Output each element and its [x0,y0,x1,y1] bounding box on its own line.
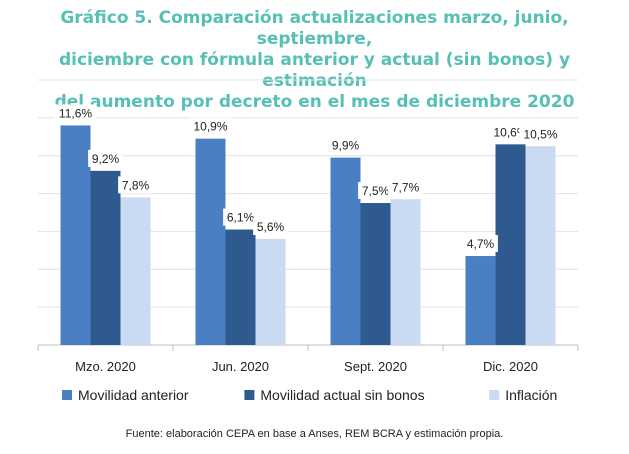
data-label: 9,9% [332,139,360,153]
data-label-bg [223,208,258,226]
legend-label: Inflación [505,387,557,403]
bar [390,199,421,345]
legend-label: Movilidad actual sin bonos [260,387,424,403]
bar [255,239,286,345]
x-tick-label: Jun. 2020 [212,359,269,374]
data-label: 4,7% [467,237,495,251]
data-label-bg [253,218,288,235]
x-tick-label: Dic. 2020 [483,359,538,374]
x-tick-label: Sept. 2020 [344,359,407,374]
legend-swatch [489,390,500,400]
source-note: Fuente: elaboración CEPA en base a Anses… [125,428,504,440]
data-label-bg [358,182,393,200]
data-label-bg [328,136,363,154]
bar [525,146,556,345]
chart-title-line: diciembre con fórmula anterior y actual … [58,50,571,91]
chart-title-line: Gráfico 5. Comparación actualizaciones m… [60,8,569,49]
data-label-bg [189,117,232,135]
data-label: 10,6% [493,125,527,139]
data-label-bg [463,235,498,253]
data-label-bg [54,104,97,122]
data-label-bg [388,178,423,196]
bar [195,138,226,345]
bar [120,197,151,345]
bar [360,203,391,345]
data-label: 7,8% [122,178,150,192]
data-label: 5,6% [257,220,285,234]
bar [465,256,496,345]
data-label: 10,5% [523,127,557,141]
bar [225,229,256,345]
x-tick-label: Mzo. 2020 [75,359,136,374]
chart-title-line: del aumento por decreto en el mes de dic… [54,92,575,112]
data-label: 9,2% [92,152,120,166]
bar [90,170,121,345]
bar [60,125,91,345]
legend-swatch [62,390,72,400]
data-label: 11,6% [59,106,92,120]
data-label: 7,7% [392,180,420,194]
legend-label: Movilidad anterior [78,387,189,403]
data-label-bg [118,176,153,194]
data-label: 10,9% [193,120,227,134]
bar [330,157,361,345]
data-label: 6,1% [227,211,255,225]
chart-title: Gráfico 5. Comparación actualizaciones m… [18,8,611,113]
data-label: 7,5% [362,184,390,198]
data-label-bg [519,125,562,143]
bar [495,144,526,345]
data-label-bg [88,149,123,167]
legend-swatch [244,390,255,400]
